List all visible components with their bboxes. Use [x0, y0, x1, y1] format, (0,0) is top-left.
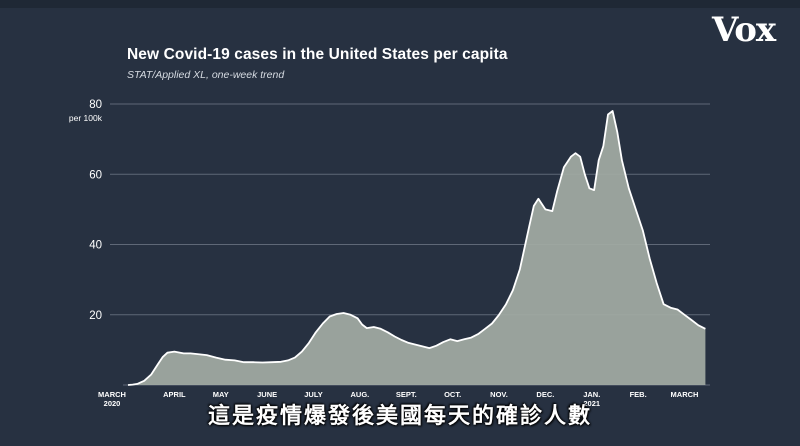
x-tick-label: MARCH	[98, 390, 126, 399]
y-tick-label: 20	[89, 310, 102, 322]
x-tick-sublabel: 2020	[104, 399, 121, 408]
x-tick-label: DEC.	[536, 390, 554, 399]
video-caption: 這是疫情爆發後美國每天的確診人數	[207, 403, 592, 428]
x-tick-sublabel: 2021	[583, 399, 600, 408]
x-tick-label: OCT.	[444, 390, 461, 399]
x-tick-label: AUG.	[350, 390, 369, 399]
chart-subtitle: STAT/Applied XL, one-week trend	[127, 69, 285, 81]
series-line	[127, 110, 706, 386]
chart-title: New Covid-19 cases in the United States …	[127, 46, 508, 63]
area-series	[127, 110, 706, 386]
top-bar	[0, 0, 800, 8]
y-tick-label: 80	[89, 99, 102, 111]
x-tick-label: JULY	[304, 390, 322, 399]
y-tick-label: 60	[89, 169, 102, 181]
y-axis: 20 40 60 80 per 100k	[69, 99, 103, 322]
x-tick-label: NOV.	[490, 390, 508, 399]
x-tick-label: APRIL	[163, 390, 186, 399]
x-tick-label: SEPT.	[396, 390, 417, 399]
x-tick-label: MARCH	[671, 390, 699, 399]
vox-logo: Vox	[712, 10, 776, 50]
area-fill	[128, 111, 706, 385]
y-tick-label: 40	[89, 240, 102, 252]
y-axis-unit-label: per 100k	[69, 113, 103, 123]
x-tick-label: MAY	[213, 390, 229, 399]
x-tick-label: JAN.	[583, 390, 600, 399]
x-tick-label: FEB.	[630, 390, 647, 399]
x-tick-label: JUNE	[257, 390, 277, 399]
